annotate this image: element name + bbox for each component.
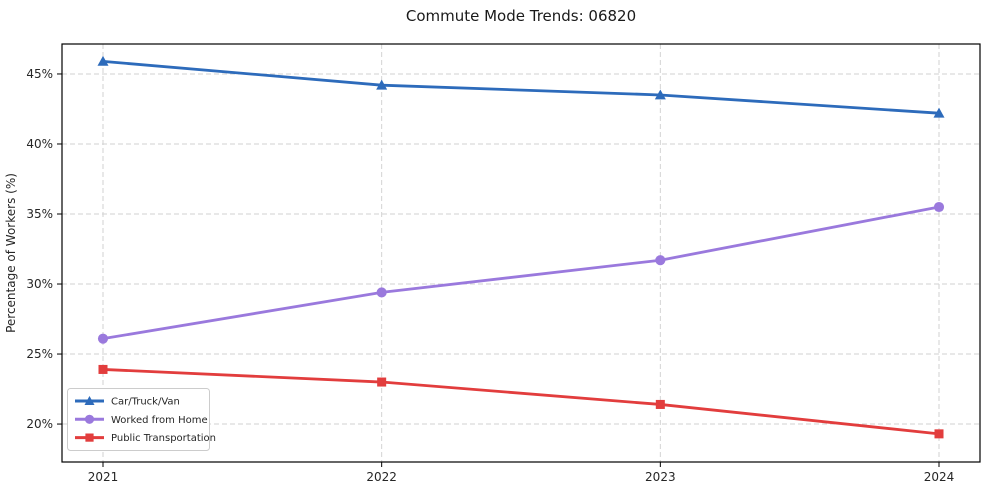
series-markers-car-truck-van [97,55,945,118]
x-tick-label: 2023 [645,470,676,484]
y-tick-label: 20% [26,417,53,431]
legend-label-car-truck-van: Car/Truck/Van [111,397,180,408]
legend-label-worked-from-home: Worked from Home [111,415,208,426]
series-public-transportation [98,364,944,439]
legend-box [67,388,210,451]
plot-border [61,43,981,463]
series-worked-from-home [97,201,945,344]
series-car-truck-van [97,55,945,118]
legend-item-car-truck-van: Car/Truck/Van [75,396,180,408]
y-tick-label: 40% [26,137,53,151]
series-line-car-truck-van [101,59,941,115]
x-tick-label: 2024 [924,470,955,484]
gridlines [62,44,980,462]
legend-marker-triangle-icon [84,396,95,405]
legend: Car/Truck/Van Worked from Home Public Tran… [67,388,216,451]
legend-item-public-transportation: Public Transportation [75,433,216,444]
y-tick-label: 30% [26,277,53,291]
series-markers-public-transportation [98,364,944,439]
legend-item-worked-from-home: Worked from Home [75,414,208,426]
legend-marker-square-icon [85,433,94,442]
y-axis-label: Percentage of Workers (%) [4,173,18,333]
legend-label-public-transportation: Public Transportation [111,433,216,444]
y-tick-label: 25% [26,347,53,361]
x-tick-labels: 2021 2022 2023 2024 [88,470,955,484]
x-tick-label: 2021 [88,470,119,484]
x-tick-label: 2022 [366,470,397,484]
legend-marker-circle-icon [84,414,95,424]
series-line-public-transportation [101,368,941,436]
series-markers-worked-from-home [97,201,945,344]
y-tick-label: 45% [26,67,53,81]
axis-ticks [57,73,940,467]
chart-title: Commute Mode Trends: 06820 [405,7,637,25]
y-tick-label: 35% [26,207,53,221]
y-tick-labels: 20% 25% 30% 35% 40% 45% [26,67,53,431]
series-line-worked-from-home [101,205,941,341]
